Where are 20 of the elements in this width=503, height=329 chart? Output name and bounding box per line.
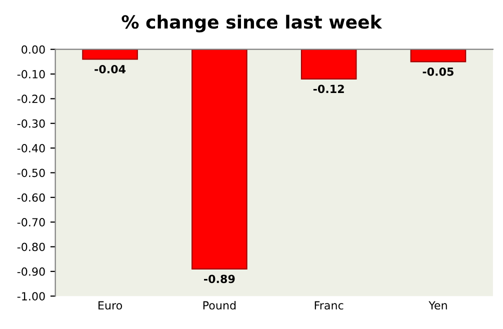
y-tick-label: -0.70 [17, 218, 45, 226]
y-tick-label: -0.80 [17, 242, 45, 252]
y-tick-label: -0.90 [17, 267, 45, 276]
y-tick-label: -0.50 [17, 168, 45, 178]
chart-title: % change since last week [122, 14, 382, 32]
y-tick-label: 0.00 [22, 45, 45, 54]
data-label: -0.12 [313, 84, 344, 94]
x-tick-label: Pound [203, 300, 236, 310]
y-tick-label: -0.20 [17, 94, 45, 104]
data-label: -0.04 [94, 64, 126, 74]
y-tick-label: -0.60 [17, 193, 45, 202]
y-tick-label: -0.30 [17, 119, 45, 128]
data-label: -0.89 [204, 274, 235, 284]
x-tick-label: Yen [428, 301, 447, 310]
data-label: -0.05 [422, 67, 454, 76]
y-tick-label: -0.40 [17, 144, 45, 152]
y-tick-label: -1.00 [17, 292, 45, 300]
x-tick-label: Euro [98, 301, 122, 310]
x-tick-label: Franc [314, 301, 344, 310]
y-tick-label: -0.10 [17, 70, 45, 78]
